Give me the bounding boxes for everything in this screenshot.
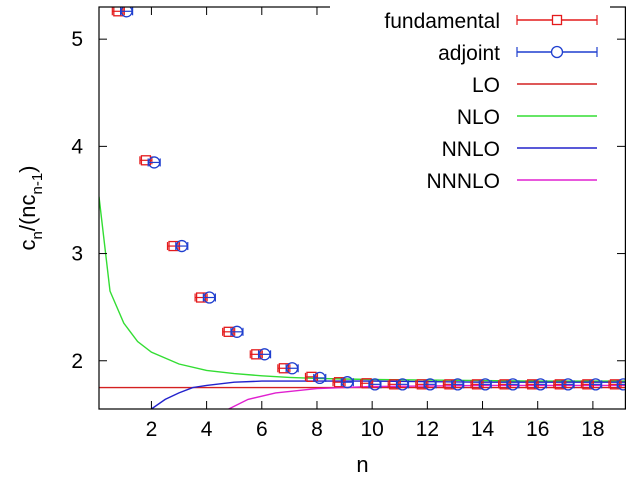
- legend-backdrop: [330, 133, 610, 161]
- x-tick-label: 4: [201, 418, 213, 441]
- y-label-sub1: n: [29, 231, 46, 239]
- adjoint-marker: [120, 7, 133, 18]
- y-label-base: c: [15, 240, 40, 251]
- legend-label-fundamental: fundamental: [384, 10, 500, 33]
- adjoint-point: [368, 378, 382, 391]
- adjoint-marker: [368, 378, 382, 391]
- fundamental-point: [360, 378, 374, 389]
- adjoint-marker: [230, 325, 244, 338]
- y-tick-label: 5: [71, 28, 83, 51]
- legend-marker-fundamental: [551, 14, 563, 26]
- adjoint-point: [230, 325, 244, 338]
- y-label-sub2: n-1: [29, 173, 46, 195]
- adjoint-marker: [506, 378, 520, 391]
- x-tick-label: 10: [360, 418, 383, 441]
- adjoint-marker: [479, 378, 492, 391]
- legend-label-nlo: NLO: [457, 106, 500, 129]
- legend: fundamental adjoint LO NLO NNLO NNNLO: [330, 5, 610, 193]
- adjoint-point: [478, 378, 492, 391]
- legend-backdrop: [330, 37, 610, 65]
- adjoint-point: [451, 378, 465, 391]
- adjoint-point: [175, 239, 189, 253]
- adjoint-point: [616, 378, 626, 391]
- x-axis-label: n: [356, 452, 368, 477]
- x-tick-label: 2: [146, 418, 158, 441]
- adjoint-marker: [423, 378, 437, 391]
- adjoint-marker: [396, 378, 409, 391]
- adjoint-marker: [561, 378, 575, 391]
- adjoint-marker: [451, 378, 464, 391]
- adjoint-marker: [341, 376, 354, 389]
- adjoint-point: [395, 378, 410, 391]
- adjoint-point: [423, 378, 437, 391]
- fundamental-point: [304, 371, 319, 382]
- legend-label-lo: LO: [472, 74, 500, 97]
- adjoint-marker: [534, 378, 547, 391]
- x-tick-label: 16: [526, 418, 549, 441]
- adjoint-marker: [589, 378, 602, 391]
- legend-backdrop: [330, 165, 610, 193]
- adjoint-marker: [285, 362, 299, 375]
- y-label-mid: /(nc: [15, 194, 40, 231]
- adjoint-marker: [313, 371, 326, 385]
- legend-backdrop: [330, 101, 610, 129]
- legend-label-nnlo: NNLO: [442, 138, 500, 161]
- y-tick-label: 4: [71, 135, 83, 158]
- adjoint-marker: [203, 291, 216, 304]
- y-tick-label: 2: [71, 350, 83, 373]
- adjoint-point: [561, 378, 575, 391]
- legend-backdrop: [330, 69, 610, 97]
- adjoint-marker: [148, 156, 161, 169]
- adjoint-point: [533, 378, 548, 391]
- fundamental-marker: [306, 371, 317, 382]
- plot-frame: [98, 6, 626, 410]
- adjoint-point: [257, 348, 272, 361]
- fundamental-marker: [140, 155, 152, 166]
- adjoint-point: [313, 371, 327, 385]
- x-tick-label: 12: [416, 418, 439, 441]
- fundamental-marker: [361, 378, 372, 389]
- adjoint-point: [147, 156, 161, 169]
- x-tick-label: 8: [311, 418, 323, 441]
- adjoint-point: [119, 7, 134, 18]
- adjoint-marker: [258, 348, 271, 361]
- legend-backdrop: [330, 5, 610, 33]
- fundamental-point: [139, 155, 153, 166]
- adjoint-marker: [175, 239, 188, 253]
- adjoint-marker: [617, 378, 626, 391]
- x-tick-label: 6: [256, 418, 268, 441]
- legend-marker-adjoint: [550, 45, 564, 59]
- adjoint-point: [506, 378, 520, 391]
- nlo-curve: [99, 196, 626, 382]
- adjoint-point: [285, 362, 299, 375]
- y-tick-label: 3: [71, 243, 83, 266]
- data-points-layer: [111, 7, 626, 391]
- adjoint-point: [340, 376, 354, 389]
- curves-layer: [99, 196, 626, 409]
- adjoint-point: [589, 378, 603, 391]
- legend-label-adjoint: adjoint: [438, 42, 500, 65]
- x-tick-label: 14: [471, 418, 495, 441]
- adjoint-point: [202, 291, 216, 304]
- x-tick-label: 18: [581, 418, 604, 441]
- legend-label-nnnlo: NNNLO: [426, 170, 500, 193]
- y-label-end: ): [15, 165, 40, 172]
- y-axis-label: cn/(ncn-1): [15, 165, 46, 250]
